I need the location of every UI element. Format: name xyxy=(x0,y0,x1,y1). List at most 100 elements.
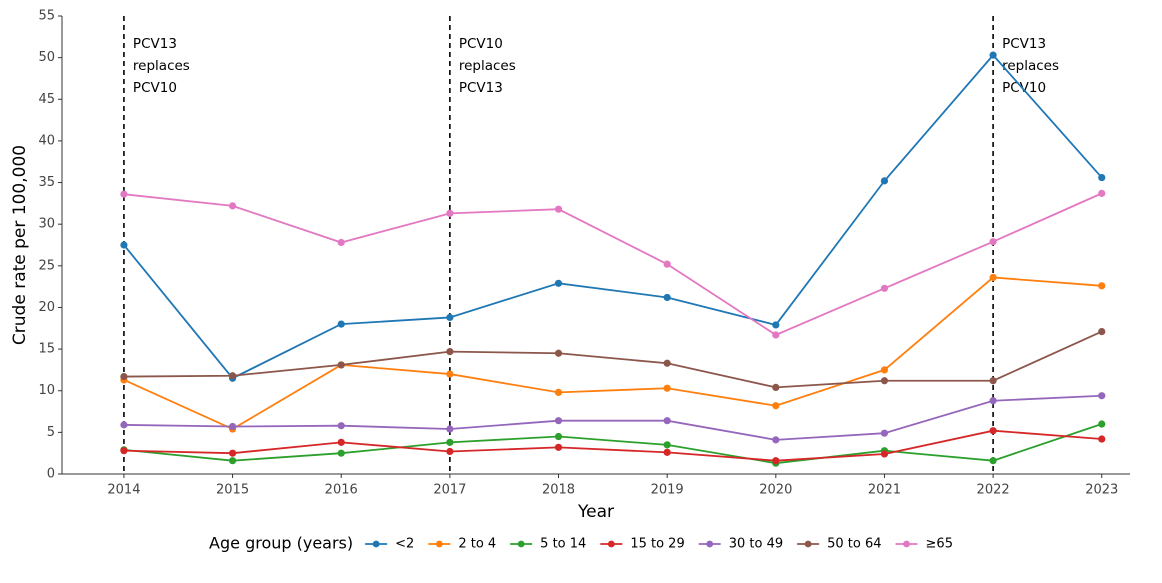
series-line xyxy=(123,394,1102,441)
point xyxy=(1098,435,1106,443)
point xyxy=(772,457,780,465)
point xyxy=(772,321,780,329)
legend-label: 50 to 64 xyxy=(827,537,881,552)
point xyxy=(554,432,563,441)
y-tick-label: 55 xyxy=(38,9,55,24)
point xyxy=(1098,282,1106,290)
point xyxy=(880,377,889,385)
point xyxy=(337,438,345,446)
point xyxy=(663,384,671,392)
x-tick-label: 2020 xyxy=(759,483,792,498)
x-tick-label: 2018 xyxy=(542,483,575,498)
legend-label: 15 to 29 xyxy=(630,537,684,552)
y-tick-label: 50 xyxy=(38,50,55,65)
point xyxy=(337,361,345,369)
point xyxy=(228,422,237,431)
legend-swatch-point xyxy=(804,540,812,548)
x-tick-label: 2022 xyxy=(977,483,1010,498)
x-tick-label: 2017 xyxy=(433,483,466,498)
point xyxy=(880,177,889,185)
point xyxy=(663,293,671,302)
x-tick-label: 2023 xyxy=(1085,483,1118,498)
legend-swatch-point xyxy=(372,540,380,548)
point xyxy=(228,202,237,210)
annotation: PCV10 xyxy=(133,80,177,96)
annotation: replaces xyxy=(133,58,190,74)
x-tick-label: 2015 xyxy=(216,483,249,498)
legend-label: 2 to 4 xyxy=(458,537,496,552)
point xyxy=(446,209,454,217)
point xyxy=(554,388,563,396)
point xyxy=(1098,328,1106,336)
point xyxy=(337,238,345,247)
point xyxy=(337,449,345,457)
legend-label: 30 to 49 xyxy=(729,537,783,552)
point xyxy=(772,383,780,391)
point xyxy=(989,397,997,405)
point xyxy=(880,429,889,437)
point xyxy=(554,443,563,451)
legend-swatch-point xyxy=(706,540,714,548)
series-line xyxy=(123,276,1102,431)
point xyxy=(120,241,128,249)
point xyxy=(446,313,454,322)
y-tick-label: 35 xyxy=(38,175,55,190)
annotation: PCV13 xyxy=(1002,36,1046,52)
legend-swatch-point xyxy=(435,540,443,548)
annotation: PCV10 xyxy=(1002,80,1046,96)
legend-label: 5 to 14 xyxy=(540,537,586,552)
series-line xyxy=(123,330,1103,389)
point xyxy=(1098,189,1106,197)
point xyxy=(880,450,889,458)
legend-swatch-point xyxy=(903,540,910,548)
point xyxy=(663,417,671,425)
point xyxy=(663,441,671,449)
y-tick-label: 0 xyxy=(47,467,55,482)
point xyxy=(989,457,997,465)
point xyxy=(554,279,563,287)
point xyxy=(1098,173,1106,182)
point xyxy=(446,447,454,456)
y-tick-label: 25 xyxy=(38,258,55,273)
annotation: replaces xyxy=(1002,58,1059,74)
point xyxy=(989,51,997,59)
point xyxy=(880,284,889,292)
point xyxy=(337,422,345,430)
y-tick-label: 20 xyxy=(38,300,55,315)
point xyxy=(446,370,454,378)
point xyxy=(663,359,671,367)
point xyxy=(120,421,128,429)
point xyxy=(446,438,454,446)
point xyxy=(989,273,997,282)
series-line xyxy=(123,192,1103,336)
legend-swatch-point xyxy=(607,540,615,548)
series-line xyxy=(123,53,1103,380)
annotation: replaces xyxy=(459,58,516,74)
y-axis-title: Crude rate per 100,000 xyxy=(10,145,30,345)
point xyxy=(228,449,237,457)
x-tick-label: 2016 xyxy=(325,483,358,498)
annotation: PCV13 xyxy=(133,36,177,52)
series-line xyxy=(123,429,1102,462)
legend-swatch-point xyxy=(517,540,525,548)
legend-title: Age group (years) xyxy=(209,534,353,553)
point xyxy=(989,377,997,385)
legend-label: ≥65 xyxy=(926,537,953,552)
y-tick-label: 30 xyxy=(38,217,55,232)
series-line xyxy=(123,423,1103,465)
point xyxy=(120,447,128,455)
y-tick-label: 45 xyxy=(38,92,55,107)
point xyxy=(228,372,237,380)
point xyxy=(120,190,128,198)
point xyxy=(554,417,563,425)
point xyxy=(772,331,780,339)
x-tick-label: 2019 xyxy=(651,483,684,498)
point xyxy=(1098,420,1106,428)
annotation: PCV13 xyxy=(459,80,503,96)
y-tick-label: 5 xyxy=(47,425,55,440)
y-tick-label: 10 xyxy=(38,383,55,398)
legend-label: <2 xyxy=(395,537,414,552)
point xyxy=(989,427,997,435)
y-tick-label: 15 xyxy=(38,342,55,357)
y-tick-label: 40 xyxy=(38,133,55,148)
